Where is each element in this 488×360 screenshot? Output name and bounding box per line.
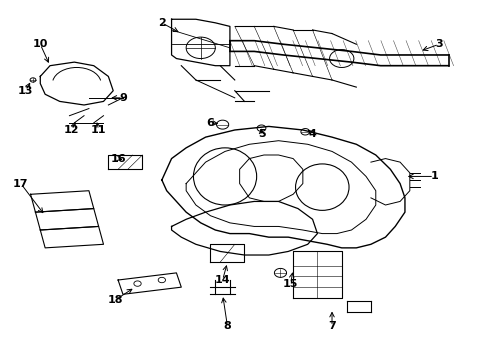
Text: 15: 15 [283, 279, 298, 289]
Text: 2: 2 [158, 18, 165, 28]
Text: 11: 11 [91, 125, 106, 135]
Text: 1: 1 [429, 171, 437, 181]
Text: 17: 17 [13, 179, 28, 189]
Text: 6: 6 [206, 118, 214, 128]
Text: 8: 8 [223, 321, 231, 332]
Text: 5: 5 [257, 129, 265, 139]
Text: 18: 18 [108, 295, 123, 305]
Text: 13: 13 [18, 86, 33, 96]
Text: 14: 14 [214, 275, 230, 285]
Text: 9: 9 [119, 93, 126, 103]
Text: 10: 10 [33, 39, 48, 49]
Text: 3: 3 [434, 39, 442, 49]
Text: 16: 16 [110, 154, 125, 163]
Text: 4: 4 [308, 129, 316, 139]
Text: 7: 7 [327, 321, 335, 332]
Text: 12: 12 [64, 125, 80, 135]
